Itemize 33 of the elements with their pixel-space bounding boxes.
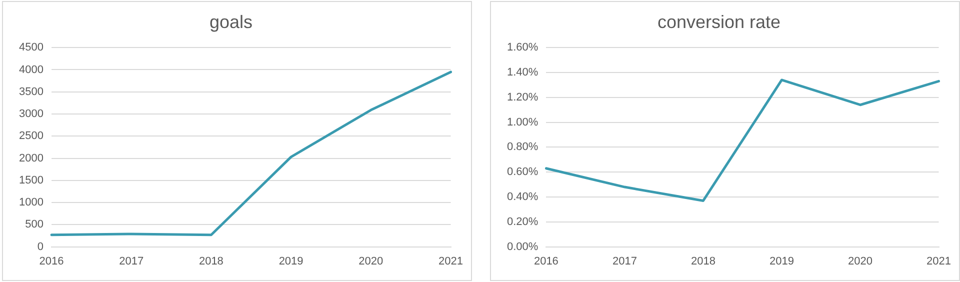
y-tick-label: 0.60%	[506, 166, 538, 178]
y-tick-label: 3500	[18, 86, 44, 98]
x-tick-label: 2017	[119, 255, 144, 268]
y-tick-label: 1.20%	[506, 91, 538, 104]
y-tick-label: 1.00%	[506, 116, 538, 128]
y-tick-label: 4500	[18, 42, 44, 54]
chart-title: conversion rate	[657, 12, 781, 32]
x-tick-label: 2018	[690, 255, 716, 268]
y-tick-label: 0.20%	[506, 216, 538, 228]
x-tick-label: 2016	[39, 255, 64, 268]
y-tick-label: 1500	[18, 174, 44, 186]
y-tick-label: 4000	[18, 64, 44, 76]
x-tick-label: 2019	[278, 255, 304, 268]
x-tick-label: 2016	[534, 255, 558, 268]
y-tick-label: 3000	[18, 108, 44, 120]
y-tick-label: 2000	[18, 152, 44, 164]
x-tick-label: 2019	[769, 255, 794, 268]
x-tick-label: 2020	[358, 255, 384, 268]
y-tick-label: 1.40%	[506, 66, 538, 79]
y-tick-label: 0.80%	[506, 141, 538, 154]
x-tick-label: 2017	[612, 255, 637, 268]
x-tick-label: 2020	[848, 255, 872, 268]
x-tick-label: 2021	[438, 255, 464, 268]
y-tick-label: 0.00%	[506, 240, 538, 253]
chart-title: goals	[209, 12, 253, 32]
y-tick-label: 500	[25, 218, 44, 231]
y-tick-label: 0.40%	[506, 191, 538, 204]
x-tick-label: 2021	[926, 255, 952, 268]
y-tick-label: 0	[37, 240, 44, 253]
y-tick-label: 2500	[18, 130, 44, 142]
y-tick-label: 1.60%	[506, 42, 538, 54]
x-tick-label: 2018	[198, 255, 224, 268]
y-tick-label: 1000	[18, 196, 44, 209]
